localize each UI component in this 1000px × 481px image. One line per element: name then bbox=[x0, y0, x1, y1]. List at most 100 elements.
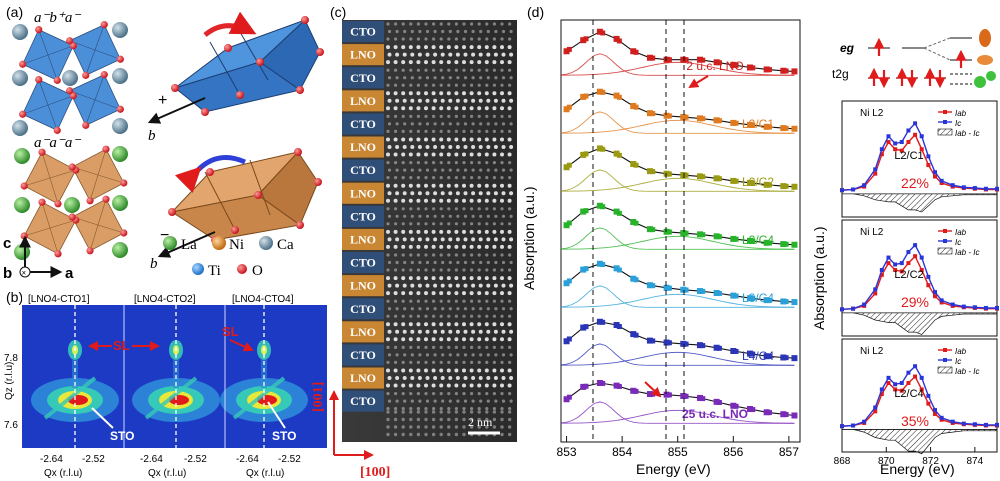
xas-data-point bbox=[630, 103, 637, 109]
xas-data-point bbox=[633, 388, 639, 394]
crystal-axes: × c b a bbox=[3, 235, 74, 282]
xld-ic-line-point bbox=[906, 128, 911, 133]
xld-ic-line-point bbox=[862, 183, 867, 188]
xas-data-point bbox=[680, 230, 687, 237]
xld-ic-line-point bbox=[926, 274, 931, 279]
xld-iab-line-point bbox=[879, 391, 884, 396]
layer-label-cto: CTO bbox=[350, 256, 376, 270]
xld-ic-line-point bbox=[961, 421, 966, 426]
xas-data-point bbox=[616, 267, 622, 273]
xas-data-point bbox=[791, 355, 798, 362]
ti-label: Ti bbox=[208, 263, 221, 279]
xld-ic-line-point bbox=[879, 387, 884, 392]
xas-data-point bbox=[716, 345, 722, 351]
rsm-title-2: [LNO4-CTO2] bbox=[134, 294, 196, 305]
xas-data-point bbox=[563, 106, 570, 113]
xld-sample-label: L2/C2 bbox=[894, 269, 923, 281]
xas-data-point bbox=[580, 37, 587, 44]
xas-data-point bbox=[630, 48, 637, 55]
sl-label-1: SL bbox=[113, 338, 130, 353]
xas-data-point bbox=[683, 341, 689, 347]
xas-data-point bbox=[613, 150, 620, 157]
xld-ic-line-point bbox=[906, 370, 911, 375]
xas-data-point bbox=[650, 391, 656, 397]
xas-data-point bbox=[716, 290, 722, 296]
ca-atom bbox=[12, 120, 28, 136]
xas-data-point bbox=[780, 241, 787, 248]
xas-fit-line bbox=[566, 31, 795, 72]
xas-component-broad bbox=[561, 409, 795, 424]
xas-x-ticks: 853 854 855 856 857 bbox=[557, 436, 799, 459]
xld-ylabel: Absorption (a.u.) bbox=[811, 227, 827, 331]
xld-iab-line-point bbox=[913, 254, 918, 259]
oxygen-atom bbox=[314, 178, 322, 186]
xas-component-broad bbox=[561, 293, 795, 308]
xas-xlabel: Energy (eV) bbox=[636, 461, 711, 477]
xld-difference-area bbox=[842, 193, 998, 213]
xas-component-peak bbox=[560, 53, 795, 76]
xas-data-point bbox=[616, 38, 622, 44]
xld-iab-line-point bbox=[879, 272, 884, 277]
xas-data-point bbox=[700, 232, 706, 238]
xas-data-point bbox=[696, 56, 703, 63]
xas-data-point bbox=[783, 241, 789, 247]
xas-data-point bbox=[766, 353, 772, 359]
xas-data-point bbox=[600, 204, 606, 210]
la-atom bbox=[112, 146, 128, 162]
xld-sample-label: L2/C1 bbox=[894, 150, 923, 162]
xas-data-point bbox=[750, 351, 756, 357]
t2g-label: t2g bbox=[832, 67, 849, 81]
o-swatch bbox=[237, 264, 247, 274]
ti-swatch bbox=[192, 263, 204, 275]
ni-l2-label: Ni L2 bbox=[860, 108, 884, 119]
xas-component-broad bbox=[561, 61, 795, 76]
xld-ic-line-point bbox=[983, 422, 988, 427]
layer-label-lno: LNO bbox=[350, 140, 376, 154]
xas-data-point bbox=[580, 208, 587, 215]
xas-data-point bbox=[750, 238, 756, 244]
xld-x-ticks: 868 870 872 874 bbox=[834, 447, 984, 467]
xas-data-point bbox=[791, 125, 798, 132]
xld-ic-line-point bbox=[995, 305, 999, 310]
xas-data-point bbox=[696, 394, 703, 401]
xld-ic-line-point bbox=[873, 405, 878, 410]
xas-data-point bbox=[596, 28, 603, 35]
xas-data-point bbox=[563, 164, 570, 171]
oxygen-atom bbox=[68, 213, 76, 221]
xas-data-point bbox=[713, 233, 720, 240]
layer-label-box bbox=[342, 298, 384, 320]
qx-tick-3a: -2.64 bbox=[236, 454, 259, 465]
xld-ic-line-point bbox=[873, 167, 878, 172]
panel-c: (c) CTO LNO CTO LNO CTO LNO CTO LNO CTO LNO CTO LNO… bbox=[311, 4, 517, 480]
t2g-orbital-icon bbox=[974, 76, 986, 88]
xas-data-point bbox=[616, 152, 622, 158]
xas-data-point bbox=[763, 409, 770, 416]
xas-data-point bbox=[633, 49, 639, 55]
xas-data-point bbox=[633, 332, 639, 338]
xas-data-point bbox=[596, 380, 603, 386]
xas-data-point bbox=[630, 219, 637, 225]
xas-data-point bbox=[583, 36, 589, 42]
xas-component-peak bbox=[560, 343, 795, 366]
xas-data-point bbox=[580, 151, 587, 158]
xld-ic-line-point bbox=[926, 154, 931, 159]
xas-data-point bbox=[650, 227, 656, 233]
qx-tick-3b: -2.52 bbox=[278, 454, 301, 465]
ni-swatch bbox=[212, 236, 226, 250]
oxygen-atom bbox=[66, 87, 74, 95]
legend-diff: Iab - Ic bbox=[955, 129, 979, 138]
oxygen-atom bbox=[82, 121, 90, 129]
oxygen-atom bbox=[254, 191, 262, 199]
ca-label: Ca bbox=[277, 237, 294, 253]
qx-tick-1b: -2.52 bbox=[82, 454, 105, 465]
xas-data-point bbox=[683, 393, 689, 399]
b-axis-label-top: b bbox=[148, 128, 156, 144]
xas-data-point bbox=[700, 288, 706, 294]
xld-x-tick: 874 bbox=[967, 456, 984, 467]
layer-label-box bbox=[342, 275, 384, 297]
xas-data-point bbox=[750, 180, 756, 186]
xas-data-point bbox=[733, 120, 739, 126]
o-label: O bbox=[252, 263, 263, 279]
xas-data-point bbox=[700, 396, 706, 402]
xas-data-point bbox=[763, 123, 770, 130]
